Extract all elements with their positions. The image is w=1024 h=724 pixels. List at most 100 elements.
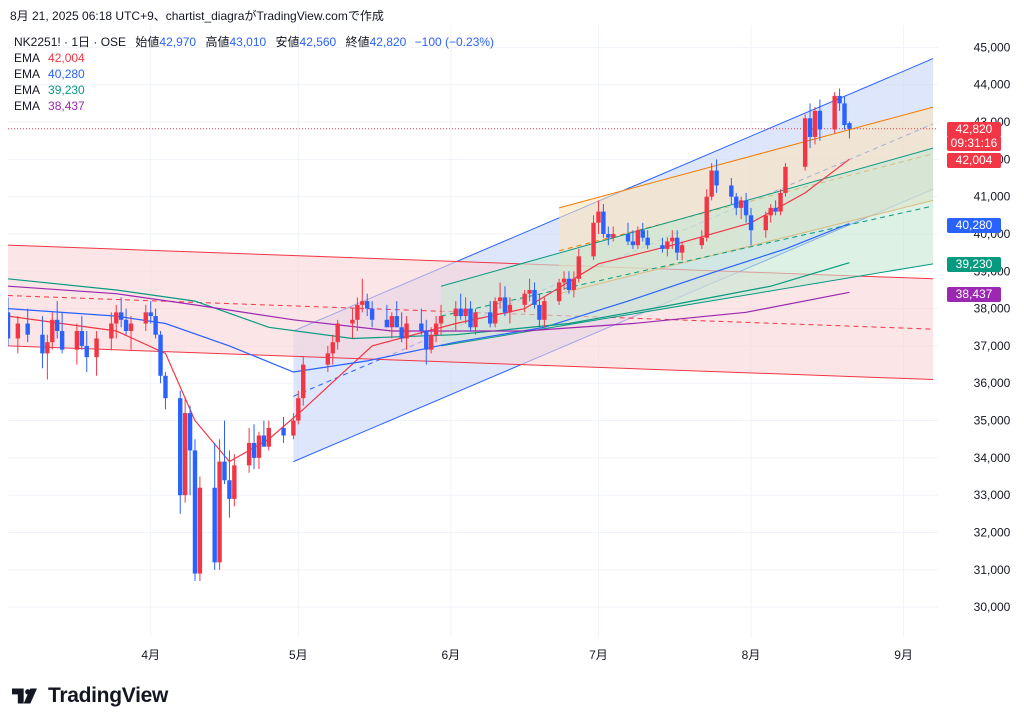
candle-body: [473, 312, 478, 328]
candle-body: [601, 211, 606, 234]
candle-body: [109, 323, 114, 339]
open-value: 42,970: [159, 35, 197, 49]
candle-body: [675, 237, 680, 253]
y-tick-label: 45,000: [974, 40, 1011, 54]
candle-body: [153, 316, 158, 335]
candle-body: [571, 278, 577, 290]
chart-legend: NK2251! · 1日 · OSE 始値42,970 高値43,010 安値4…: [14, 34, 494, 114]
candle-body: [335, 323, 340, 343]
candle-body: [576, 256, 581, 279]
candle-body: [847, 123, 852, 129]
candle-body: [251, 442, 257, 458]
y-tick-label: 34,000: [974, 451, 1011, 465]
candle-body: [812, 110, 818, 137]
legend-ema-3[interactable]: EMA 39,230: [14, 82, 494, 98]
candle-body: [212, 487, 217, 563]
candle-body: [842, 103, 847, 126]
ema-label: EMA: [14, 83, 41, 97]
candle-body: [778, 192, 783, 212]
candle-body: [497, 297, 503, 302]
y-tick-label: 31,000: [974, 563, 1011, 577]
candle-body: [630, 241, 636, 246]
candle-body: [424, 331, 429, 350]
candle-body: [74, 331, 80, 350]
candle-body: [807, 118, 813, 137]
y-tick-label: 35,000: [974, 414, 1011, 428]
candle-body: [660, 245, 665, 249]
x-tick-label: 4月: [141, 648, 160, 662]
y-tick-label: 32,000: [974, 526, 1011, 540]
candle-body: [114, 312, 119, 324]
candle-body: [94, 338, 99, 358]
candle-body: [507, 304, 513, 313]
y-tick-label: 37,000: [974, 339, 1011, 353]
candle-body: [5, 312, 11, 339]
ema-value: 39,230: [48, 83, 85, 97]
candle-body: [625, 233, 631, 242]
candle-body: [458, 308, 463, 317]
ema-label: EMA: [14, 51, 41, 65]
tradingview-logo[interactable]: TradingView: [12, 684, 168, 708]
close-value: 42,820: [369, 35, 407, 49]
candle-body: [404, 323, 409, 339]
candle-body: [158, 334, 163, 376]
channel-upper-line: [440, 147, 934, 287]
candle-body: [281, 428, 286, 436]
candle-body: [542, 301, 547, 320]
candle-body: [463, 308, 468, 317]
price-chart[interactable]: 30,000 31,000 32,000 33,000 34,000 35,000 36,0…: [5, 25, 1016, 665]
candle-body: [591, 222, 596, 257]
candle-body: [389, 316, 395, 328]
ema-value: 38,437: [48, 99, 85, 113]
symbol-line[interactable]: NK2251! · 1日 · OSE 始値42,970 高値43,010 安値4…: [14, 34, 494, 50]
candle-body: [468, 308, 473, 328]
candle-body: [261, 435, 267, 447]
candle-body: [25, 323, 30, 335]
candle-body: [55, 319, 60, 331]
candle-body: [217, 461, 222, 563]
candle-body: [537, 304, 542, 320]
symbol-name[interactable]: NK2251! · 1日 · OSE: [14, 35, 127, 49]
legend-ema-1[interactable]: EMA 42,004: [14, 50, 494, 66]
legend-ema-4[interactable]: EMA 38,437: [14, 98, 494, 114]
candle-body: [394, 316, 399, 328]
ema-line: [7, 158, 850, 463]
candle-body: [748, 215, 754, 231]
ema-label: EMA: [14, 67, 41, 81]
channel-lower-line: [440, 263, 934, 347]
y-tick-label: 44,000: [974, 78, 1011, 92]
candle-body: [635, 230, 641, 246]
candle-body: [45, 342, 50, 354]
candle-body: [384, 319, 390, 328]
y-tick-label: 30,000: [974, 600, 1011, 614]
chart-area[interactable]: 30,000 31,000 32,000 33,000 34,000 35,000 36,0…: [5, 25, 1016, 665]
candle-body: [502, 297, 508, 313]
candle-body: [178, 398, 183, 496]
candle-body: [187, 413, 193, 451]
candle-body: [256, 435, 262, 458]
ema-price-tag-purple: 38,437: [947, 287, 1001, 302]
candle-body: [729, 185, 734, 197]
ema-price-tag-blue: 40,280: [947, 218, 1001, 233]
ema-label: EMA: [14, 99, 41, 113]
x-tick-label: 9月: [894, 648, 913, 662]
candle-body: [123, 319, 129, 331]
candle-body: [428, 334, 434, 350]
x-tick-label: 8月: [742, 648, 761, 662]
ema-value: 40,280: [48, 67, 85, 81]
candle-body: [296, 398, 301, 421]
candle-body: [59, 331, 65, 350]
candle-body: [399, 327, 404, 339]
candle-body: [699, 237, 705, 246]
candle-body: [817, 110, 823, 130]
tradingview-logo-icon: [12, 688, 37, 704]
candle-body: [128, 323, 134, 331]
candle-body: [84, 345, 89, 358]
legend-ema-2[interactable]: EMA 40,280: [14, 66, 494, 82]
candle-body: [709, 170, 714, 197]
candle-body: [714, 170, 719, 186]
candle-body: [222, 461, 227, 481]
high-value: 43,010: [229, 35, 267, 49]
x-tick-label: 6月: [442, 648, 461, 662]
y-tick-label: 33,000: [974, 488, 1011, 502]
